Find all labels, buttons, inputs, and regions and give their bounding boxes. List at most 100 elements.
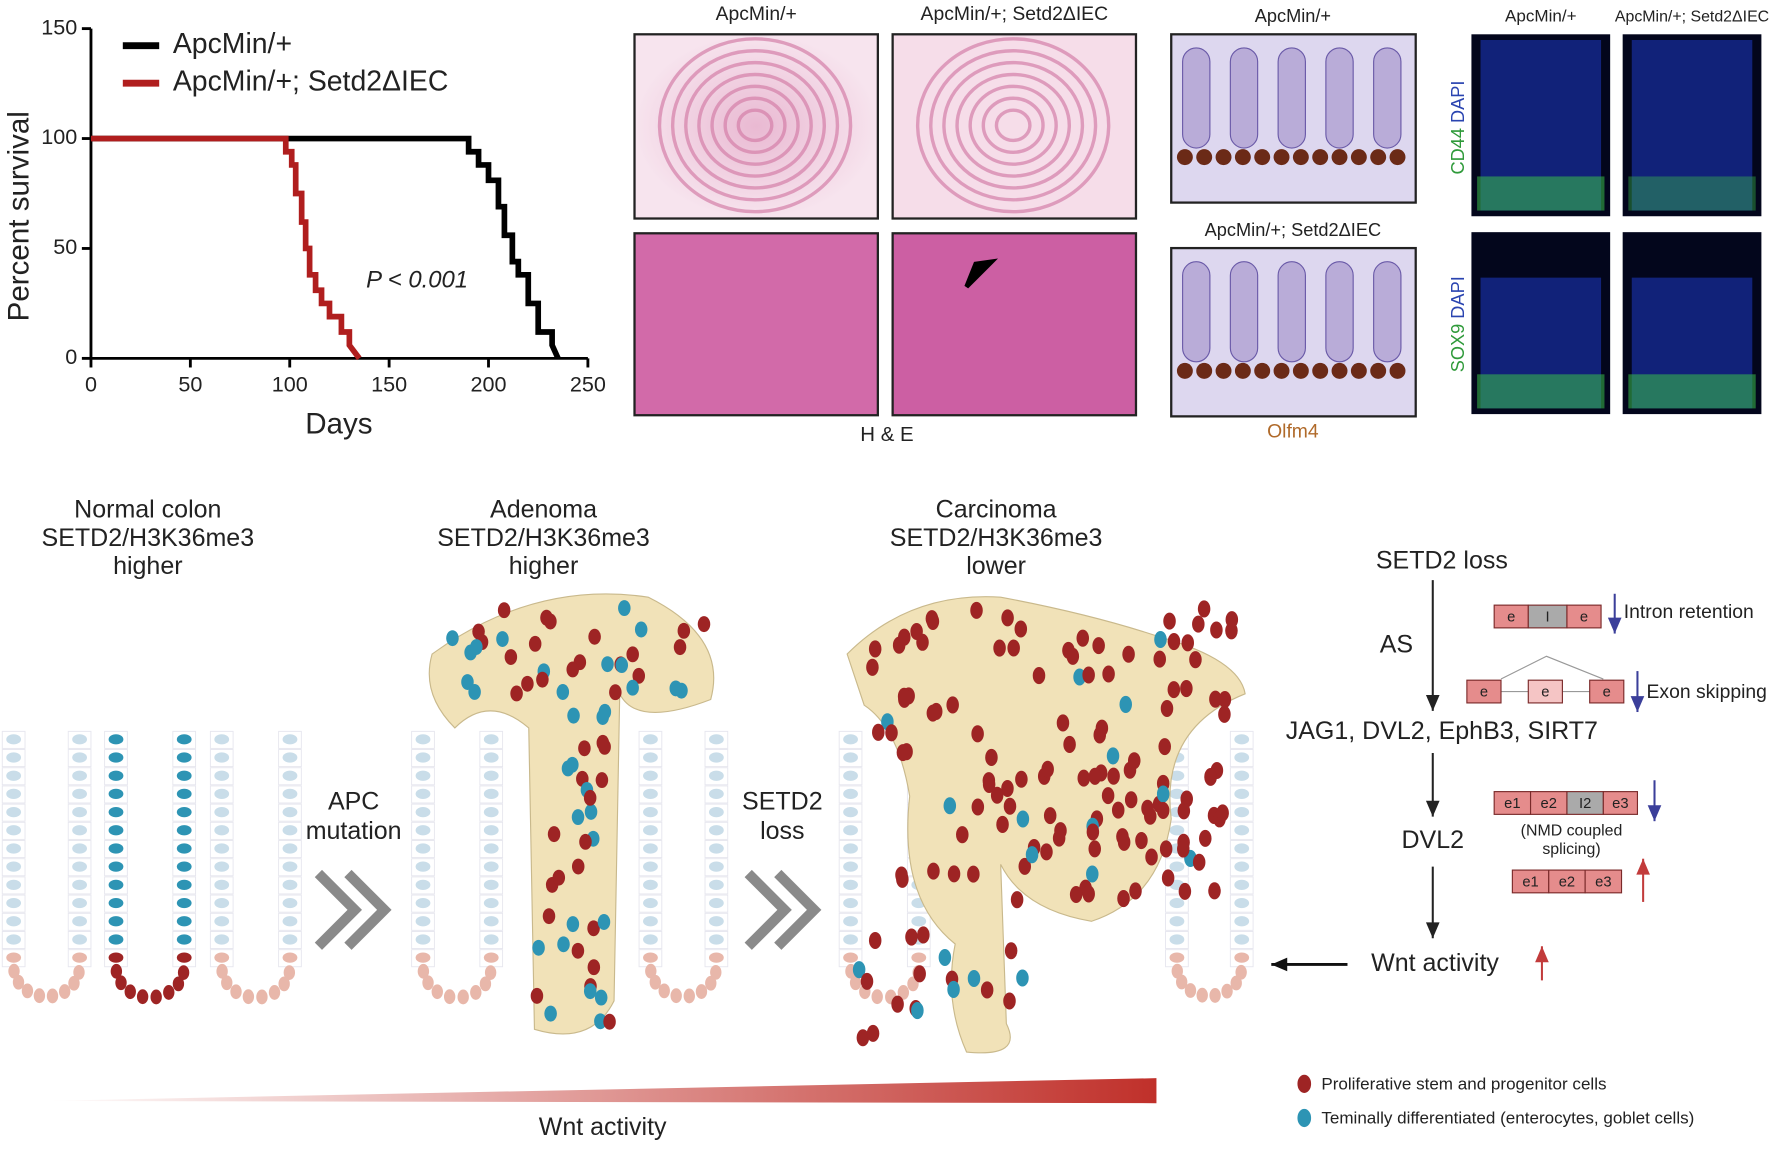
- nucleus: [643, 879, 658, 890]
- cell: [1229, 840, 1254, 859]
- nucleus: [866, 1024, 880, 1042]
- nucleus: [571, 858, 585, 875]
- exon: [1466, 679, 1502, 704]
- cell: [838, 821, 863, 840]
- stage-label: SETD2/H3K36me3: [890, 524, 1103, 552]
- cell: [278, 876, 302, 895]
- nucleus: [415, 752, 431, 763]
- nucleus: [214, 879, 230, 890]
- stage-label: Adenoma: [490, 495, 597, 523]
- nucleus: [1001, 779, 1014, 798]
- nucleus: [532, 939, 545, 956]
- nucleus: [598, 738, 611, 755]
- nucleus: [1234, 897, 1250, 909]
- nucleus: [708, 825, 724, 836]
- olfm4-stain: [1389, 149, 1406, 166]
- olfm4-stain: [1331, 149, 1348, 166]
- cell: [704, 803, 729, 822]
- nucleus: [643, 788, 658, 800]
- arrowhead: [1425, 922, 1440, 939]
- nucleus: [68, 975, 80, 991]
- nucleus: [643, 752, 658, 763]
- nucleus: [176, 788, 192, 800]
- nucleus: [172, 976, 185, 992]
- nucleus: [417, 963, 430, 979]
- cell: [104, 931, 128, 949]
- cell: [411, 749, 435, 768]
- nucleus: [1221, 983, 1233, 999]
- nucleus: [579, 833, 592, 850]
- cell: [209, 821, 234, 840]
- panel-label: ApcMin/+; Setd2ΔIEC: [1205, 220, 1381, 240]
- arrowhead: [1607, 617, 1622, 634]
- nucleus: [72, 752, 87, 763]
- exon: [1589, 679, 1625, 704]
- nucleus: [282, 806, 298, 818]
- nucleus: [567, 707, 580, 724]
- nucleus: [483, 825, 499, 836]
- cell: [1229, 767, 1254, 786]
- nucleus: [1069, 885, 1083, 904]
- nucleus: [1161, 869, 1175, 887]
- nucleus: [708, 897, 724, 909]
- nucleus: [72, 788, 87, 800]
- nucleus: [72, 879, 87, 890]
- legend-label: ApcMin/+: [173, 28, 292, 60]
- panel-caption: Olfm4: [1267, 421, 1319, 442]
- nucleus: [856, 1029, 870, 1047]
- nucleus: [1234, 752, 1250, 763]
- nucleus: [673, 639, 687, 656]
- cell: [209, 931, 234, 949]
- nucleus: [483, 916, 499, 927]
- cell: [209, 858, 234, 877]
- cell: [1229, 858, 1254, 877]
- mechanism-text: AS: [1380, 631, 1413, 659]
- carcinoma: [846, 596, 1246, 1054]
- nucleus: [843, 934, 858, 945]
- cell: [67, 840, 92, 859]
- cell: [172, 894, 197, 913]
- cell: [1165, 858, 1189, 877]
- exon-label: e: [1507, 610, 1515, 626]
- nucleus: [597, 914, 611, 930]
- nucleus: [943, 797, 957, 815]
- nucleus: [1016, 969, 1029, 987]
- arrowhead: [964, 258, 998, 289]
- nucleus: [496, 631, 509, 647]
- column-label: ApcMin/+: [1505, 7, 1577, 26]
- cell: [67, 749, 92, 768]
- nucleus: [1043, 807, 1057, 825]
- nucleus: [927, 862, 940, 880]
- survival-curve: [90, 135, 362, 361]
- nucleus: [971, 725, 984, 743]
- nucleus: [993, 639, 1006, 657]
- cell: [838, 749, 863, 768]
- chevron: [774, 869, 822, 950]
- nucleus: [905, 928, 918, 946]
- cell: [104, 821, 128, 840]
- nucleus: [1208, 882, 1221, 900]
- nucleus: [242, 989, 255, 1005]
- event-label: Intron retention: [1624, 602, 1754, 623]
- villus: [1229, 47, 1259, 149]
- exon-label: e3: [1612, 796, 1628, 812]
- y-tick-label: 50: [53, 234, 77, 259]
- cell: [209, 749, 234, 768]
- if-signal: [1628, 374, 1756, 409]
- cell: [209, 767, 234, 786]
- nucleus: [705, 975, 717, 991]
- nucleus: [595, 772, 609, 789]
- nucleus: [214, 734, 230, 745]
- nucleus: [176, 897, 192, 909]
- column-label: ApcMin/+; Setd2ΔIEC: [921, 4, 1109, 25]
- nucleus: [230, 984, 242, 1000]
- cell: [104, 730, 128, 749]
- row-label: SOX9 DAPI: [1448, 276, 1468, 372]
- nucleus: [1225, 611, 1239, 629]
- nucleus: [843, 897, 858, 909]
- cell: [209, 803, 234, 822]
- exon-label: e: [1541, 685, 1549, 701]
- nucleus: [985, 748, 998, 766]
- cell: [479, 803, 504, 822]
- nucleus: [72, 934, 87, 945]
